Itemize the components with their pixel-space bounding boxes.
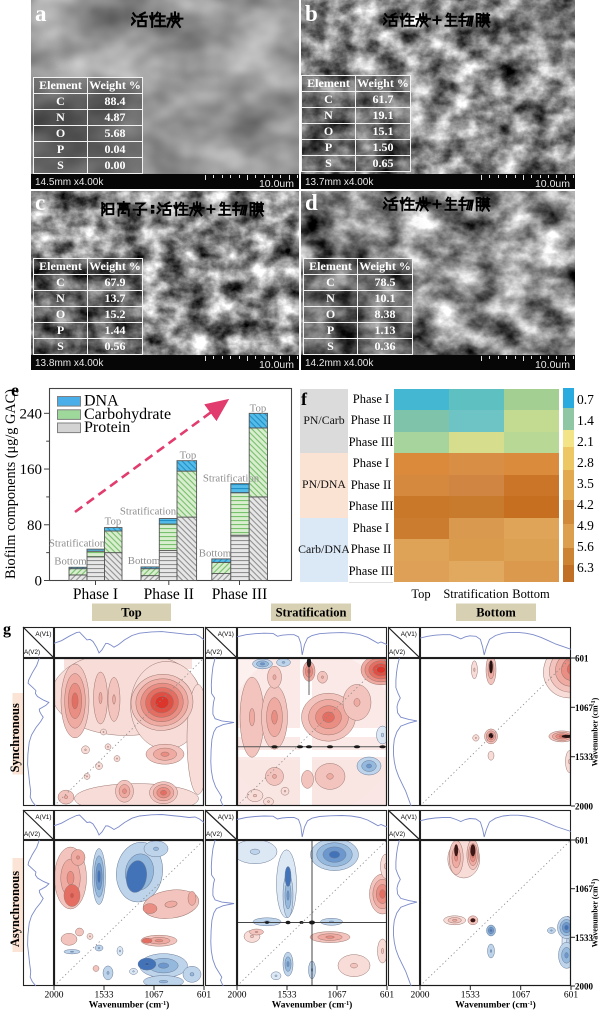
- svg-text:Stratification: Stratification: [276, 606, 347, 620]
- svg-text:Stratification: Stratification: [203, 473, 260, 485]
- svg-text:Asynchronous: Asynchronous: [8, 871, 22, 947]
- svg-text:Biofilm components (μg/g GAC): Biofilm components (μg/g GAC): [3, 389, 19, 579]
- svg-text:Top: Top: [250, 403, 267, 415]
- svg-text:240: 240: [20, 406, 43, 422]
- svg-text:1067: 1067: [575, 703, 594, 713]
- svg-text:601: 601: [197, 991, 212, 1001]
- svg-text:A(V1): A(V1): [401, 814, 417, 821]
- svg-text:2000: 2000: [575, 982, 594, 992]
- svg-text:601: 601: [575, 654, 589, 664]
- svg-text:Phase II: Phase II: [144, 586, 194, 603]
- svg-text:0: 0: [35, 574, 43, 590]
- svg-text:1067: 1067: [328, 991, 347, 1001]
- svg-text:Bottom: Bottom: [199, 548, 232, 560]
- svg-text:Wavenumber (cm-1): Wavenumber (cm-1): [272, 1000, 353, 1011]
- svg-text:Top: Top: [180, 450, 197, 462]
- svg-text:A(V2): A(V2): [24, 831, 40, 838]
- svg-text:Protein: Protein: [84, 419, 130, 436]
- svg-text:Bottom: Bottom: [54, 556, 87, 568]
- svg-text:Phase III: Phase III: [212, 586, 268, 603]
- svg-text:Stratification: Stratification: [120, 506, 177, 518]
- svg-text:Wavenumber (cm-1): Wavenumber (cm-1): [89, 1000, 170, 1011]
- svg-text:A(V1): A(V1): [35, 814, 51, 821]
- svg-text:1067: 1067: [511, 991, 530, 1001]
- svg-text:601: 601: [380, 991, 395, 1001]
- svg-text:1067: 1067: [145, 991, 164, 1001]
- svg-text:A(V2): A(V2): [389, 649, 405, 656]
- svg-text:1533: 1533: [278, 991, 297, 1001]
- svg-text:DNA: DNA: [84, 393, 119, 410]
- svg-text:601: 601: [564, 991, 579, 1001]
- svg-text:A(V2): A(V2): [206, 649, 222, 656]
- svg-text:g: g: [3, 621, 11, 638]
- svg-text:1067: 1067: [575, 884, 594, 894]
- svg-text:Synchronous: Synchronous: [8, 703, 22, 772]
- svg-text:Carbohydrate: Carbohydrate: [84, 406, 171, 423]
- svg-text:Bottom: Bottom: [128, 555, 161, 567]
- svg-text:Top: Top: [105, 516, 122, 528]
- svg-text:80: 80: [27, 518, 42, 534]
- svg-text:Top: Top: [121, 606, 141, 620]
- svg-text:1533: 1533: [95, 991, 114, 1001]
- svg-text:2000: 2000: [228, 991, 247, 1001]
- svg-text:2000: 2000: [45, 991, 64, 1001]
- svg-text:Phase I: Phase I: [73, 586, 118, 603]
- svg-text:601: 601: [575, 836, 589, 846]
- svg-text:160: 160: [20, 462, 43, 478]
- svg-text:2000: 2000: [411, 991, 430, 1001]
- svg-text:1533: 1533: [575, 933, 594, 943]
- svg-text:Stratification: Stratification: [49, 538, 106, 550]
- svg-text:e: e: [11, 380, 19, 400]
- svg-text:A(V1): A(V1): [218, 631, 234, 638]
- svg-text:1533: 1533: [575, 752, 594, 762]
- svg-text:Wavenumber (cm-1): Wavenumber (cm-1): [591, 878, 600, 947]
- svg-text:A(V1): A(V1): [35, 631, 51, 638]
- svg-text:1533: 1533: [461, 991, 480, 1001]
- svg-text:2000: 2000: [575, 802, 594, 812]
- svg-text:A(V2): A(V2): [389, 831, 405, 838]
- svg-text:A(V2): A(V2): [206, 831, 222, 838]
- svg-text:A(V2): A(V2): [24, 649, 40, 656]
- svg-text:A(V1): A(V1): [401, 631, 417, 638]
- svg-text:Wavenumber (cm-1): Wavenumber (cm-1): [591, 697, 600, 766]
- svg-text:A(V1): A(V1): [218, 814, 234, 821]
- svg-text:Bottom: Bottom: [476, 606, 516, 620]
- svg-text:Wavenumber (cm-1): Wavenumber (cm-1): [455, 1000, 536, 1011]
